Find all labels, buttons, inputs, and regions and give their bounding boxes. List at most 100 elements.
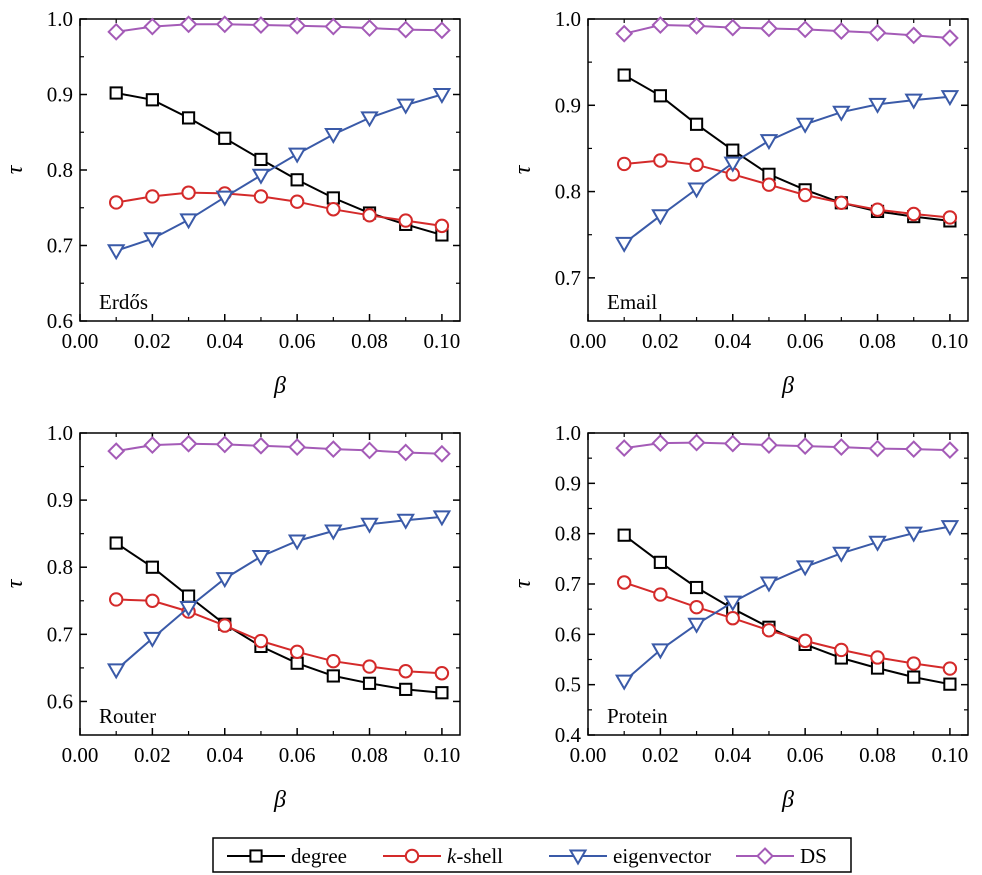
x-tick-label: 0.02 <box>642 743 679 767</box>
x-tick-label: 0.00 <box>62 329 99 353</box>
data-point-eigenvector <box>687 182 706 199</box>
series-line-ds <box>116 23 442 33</box>
data-point-ds <box>179 434 198 453</box>
data-point-ds <box>687 433 706 452</box>
y-tick-label: 0.6 <box>47 309 73 333</box>
data-point-ds <box>832 22 851 40</box>
legend-marker-eigenvector <box>568 849 588 866</box>
data-point-eigenvector <box>251 168 271 185</box>
x-tick-label: 0.06 <box>279 743 316 767</box>
y-tick-label: 1.0 <box>555 7 581 31</box>
data-point-k-shell <box>398 664 413 679</box>
legend-label-italic: k <box>447 844 457 868</box>
x-tick-label: 0.06 <box>787 329 824 353</box>
legend-item-degree: degree <box>227 844 347 868</box>
legend-label: degree <box>291 844 347 868</box>
legend-label-text: -shell <box>456 844 503 868</box>
data-point-ds <box>904 440 923 459</box>
panel-router: 0.00 0.02 0.04 0.06 0.08 0.10 0.6 0.7 0.8 0.9 1.0 β… <box>2 421 461 813</box>
data-point-eigenvector <box>215 572 234 589</box>
y-tick-label: 0.8 <box>555 180 581 204</box>
data-point-degree <box>689 117 704 131</box>
y-tick-label: 0.8 <box>555 522 581 546</box>
series-ds <box>107 434 451 463</box>
panel-label: Erdős <box>99 290 148 314</box>
legend-marker-degree <box>249 849 263 863</box>
x-tick-label: 0.10 <box>424 329 461 353</box>
legend-label-text: degree <box>291 844 347 868</box>
data-point-eigenvector <box>940 520 960 537</box>
data-point-k-shell <box>145 593 160 608</box>
data-point-ds <box>868 439 887 458</box>
series-line-ds <box>116 442 442 455</box>
data-point-eigenvector <box>143 232 162 249</box>
data-point-ds <box>107 22 126 41</box>
data-point-eigenvector <box>795 117 815 134</box>
data-point-degree <box>617 68 631 82</box>
legend: degree k-shell eigenvector DS <box>212 837 852 873</box>
series-eigenvector <box>614 90 960 253</box>
series-eigenvector <box>106 510 452 680</box>
data-point-eigenvector <box>759 576 779 593</box>
data-point-eigenvector <box>723 156 742 173</box>
data-point-eigenvector <box>614 236 634 253</box>
y-tick-label: 0.7 <box>47 622 73 646</box>
data-point-degree <box>218 131 232 145</box>
data-point-eigenvector <box>868 97 887 114</box>
data-point-eigenvector <box>904 526 923 543</box>
data-point-eigenvector <box>651 209 670 226</box>
data-point-ds <box>396 443 415 462</box>
data-point-k-shell <box>434 666 450 681</box>
y-tick-label: 0.8 <box>47 158 73 182</box>
data-point-degree <box>109 536 123 550</box>
data-point-k-shell <box>289 644 305 659</box>
data-point-degree <box>181 589 196 603</box>
data-point-ds <box>107 442 126 461</box>
data-point-degree <box>254 152 268 167</box>
data-point-k-shell <box>797 633 813 649</box>
series-line-k-shell <box>116 598 442 675</box>
data-point-k-shell <box>289 194 305 209</box>
data-point-eigenvector <box>614 674 634 691</box>
data-point-eigenvector <box>360 111 379 128</box>
data-point-ds <box>252 16 270 34</box>
data-point-ds <box>360 441 379 460</box>
data-point-degree <box>653 555 667 569</box>
series-k-shell <box>616 575 958 676</box>
data-point-ds <box>796 437 815 456</box>
data-point-k-shell <box>362 208 377 223</box>
panel-label: Protein <box>607 704 668 728</box>
data-point-k-shell <box>942 661 958 676</box>
data-point-ds <box>143 436 162 454</box>
data-point-ds <box>760 19 778 38</box>
data-point-degree <box>145 93 159 107</box>
data-point-k-shell <box>870 650 885 665</box>
legend-items: degree k-shell eigenvector DS <box>227 844 827 868</box>
data-point-eigenvector <box>143 631 162 648</box>
panel-erd-s: 0.00 0.02 0.04 0.06 0.08 0.10 0.6 0.7 0.8 0.9 1.0 β… <box>2 7 461 399</box>
data-point-degree <box>399 682 413 696</box>
data-point-degree <box>326 669 340 683</box>
panel-label: Router <box>99 704 156 728</box>
data-point-eigenvector <box>651 643 670 660</box>
series-line-ds <box>624 441 950 452</box>
data-point-k-shell <box>145 189 160 204</box>
data-point-eigenvector <box>432 88 452 105</box>
series-line-degree <box>623 74 951 222</box>
data-point-k-shell <box>253 633 269 649</box>
data-point-k-shell <box>689 599 704 615</box>
legend-marker-ds <box>756 847 774 865</box>
y-axis-title: τ <box>2 578 28 588</box>
data-point-ds <box>940 29 959 47</box>
legend-item-k-shell: k-shell <box>383 844 503 868</box>
y-tick-label: 1.0 <box>47 7 73 31</box>
data-point-eigenvector <box>832 546 851 563</box>
series-ds <box>615 16 959 47</box>
plot-frame <box>79 432 461 736</box>
data-point-ds <box>723 18 742 37</box>
data-point-eigenvector <box>904 93 923 110</box>
y-tick-label: 0.6 <box>47 689 73 713</box>
data-point-degree <box>726 143 740 157</box>
data-point-ds <box>215 435 234 454</box>
x-tick-label: 0.04 <box>714 329 751 353</box>
